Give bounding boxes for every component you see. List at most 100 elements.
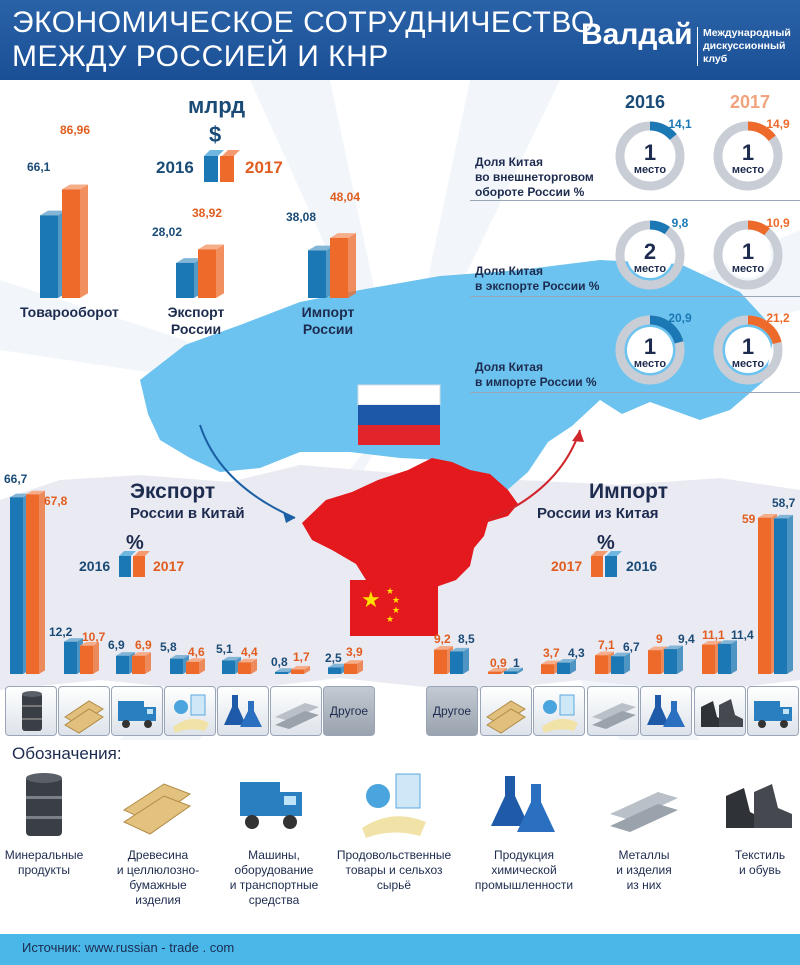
import-icon-other: Другое <box>426 686 478 736</box>
export-bar-mineral-2017 <box>26 490 45 674</box>
legend-label-food: Продовольственные товары и сельхоз сырьё <box>337 848 451 893</box>
import-icon-machines <box>747 686 799 736</box>
export-icon-food <box>164 686 216 736</box>
export-value-mineral-2016: 66,7 <box>4 472 28 486</box>
export-legend-2017: 2017 <box>153 558 185 574</box>
top-chart-currency: $ <box>209 122 222 147</box>
import-other-label: Другое <box>432 704 472 718</box>
export-bar-machines-2017 <box>132 652 151 674</box>
share-label-turnover: Доля Китая во внешнеторговом обороте Рос… <box>475 155 594 200</box>
import-icon-food <box>533 686 585 736</box>
legend-label-mineral-l2: продукты <box>17 863 71 877</box>
share-pct-turnover-2016: 14,1 <box>668 117 692 131</box>
page-title-line1: ЭКОНОМИЧЕСКОЕ СОТРУДНИЧЕСТВО <box>12 6 595 39</box>
brand-logo: Валдай <box>581 18 693 51</box>
legend-icon-textile <box>722 770 798 840</box>
brand-subtitle-line1: Международный <box>703 27 791 39</box>
import-title-line1: Импорт <box>589 480 668 503</box>
import-icon-chemical <box>640 686 692 736</box>
boots-icon <box>701 699 743 727</box>
export-icon-metals <box>270 686 322 736</box>
legend-icon-metals <box>606 770 682 840</box>
top-bar-export-2017 <box>198 244 224 298</box>
legend-icon-wood <box>120 770 196 840</box>
legend-label-wood-l1: Древесина <box>127 848 189 862</box>
legend-label-wood-l3: бумажные <box>129 878 187 892</box>
top-legend-2016: 2016 <box>156 158 194 177</box>
share-pct-import-2016: 20,9 <box>668 311 692 325</box>
russia-flag-icon <box>357 384 441 445</box>
export-bar-food-2017 <box>186 658 205 674</box>
import-bar-metals-2016 <box>611 652 630 674</box>
import-bar-textile-2016 <box>718 640 737 674</box>
share-rank-turnover-2017: 1 <box>742 140 754 165</box>
share-pct-export-2017: 10,9 <box>766 216 790 230</box>
top-category-import-line1: Импорт <box>301 304 355 320</box>
lumber-icon <box>486 700 526 734</box>
top-category-export: Экспорт России <box>168 304 225 338</box>
share-pct-import-2017: 21,2 <box>766 311 790 325</box>
export-value-machines-2017: 6,9 <box>135 638 152 652</box>
export-value-machines-2016: 6,9 <box>108 638 125 652</box>
truck-icon <box>240 782 302 829</box>
import-value-food-2016: 4,3 <box>568 646 585 660</box>
share-place-word-import-2017: место <box>732 358 764 370</box>
legend-label-chemical-l3: промышленности <box>474 878 574 892</box>
top-value-import-2016: 38,08 <box>286 210 317 224</box>
export-value-metals-2017: 1,7 <box>293 650 310 664</box>
header-bar <box>0 0 800 80</box>
import-arrow-head <box>572 430 584 442</box>
share-rank-export-2017: 1 <box>742 239 754 264</box>
legend-label-food-l2: товары и сельхоз <box>345 863 443 877</box>
export-arrow-head <box>283 512 295 523</box>
legend-label-wood-l2: и целлюлозно- <box>116 863 200 877</box>
export-bar-wood-2017 <box>80 642 99 674</box>
top-legend-swatch <box>204 150 240 182</box>
export-value-food-2016: 5,8 <box>160 640 177 654</box>
export-value-chemical-2017: 4,4 <box>241 645 258 659</box>
import-bar-chemical-2016 <box>664 645 683 674</box>
legend-label-machines-l3: и транспортные <box>229 878 319 892</box>
share-label-import: Доля Китая в импорте России % <box>475 360 597 390</box>
brand-subtitle: Международный дискуссионный клуб <box>697 27 800 66</box>
legend-label-metals-l1: Металлы <box>618 848 670 862</box>
svg-text:★: ★ <box>386 587 394 597</box>
legend-label-chemical-l2: химической <box>491 863 557 877</box>
share-divider-3 <box>470 392 800 393</box>
china-flag-icon: ★ ★ ★ ★ ★ <box>350 580 438 636</box>
export-value-mineral-2017: 67,8 <box>44 494 68 508</box>
import-icon-metals <box>587 686 639 736</box>
import-arrow <box>487 429 581 521</box>
share-label-export-l1: Доля Китая <box>475 264 543 278</box>
page-title-line2: МЕЖДУ РОССИЕЙ И КНР <box>12 40 389 73</box>
legend-icon-machines <box>236 770 312 840</box>
top-category-export-line1: Экспорт <box>167 304 225 320</box>
import-value-machines-2016: 58,7 <box>772 496 796 510</box>
food-icon <box>542 694 578 733</box>
import-legend-2016: 2016 <box>626 558 658 574</box>
share-divider-2 <box>470 296 800 297</box>
import-bar-wood-2017 <box>488 668 507 674</box>
export-title-line1: Экспорт <box>130 480 216 503</box>
oil-barrel-icon <box>26 773 62 836</box>
top-bar-turnover-2017 <box>62 184 88 298</box>
legend-label-food-l1: Продовольственные <box>336 848 452 862</box>
footer-bar <box>0 934 800 965</box>
export-value-food-2017: 4,6 <box>188 645 205 659</box>
export-bar-metals-2017 <box>291 665 310 674</box>
export-icon-other: Другое <box>323 686 375 736</box>
legend-icon-food <box>356 770 432 840</box>
svg-text:★: ★ <box>386 615 394 625</box>
legend-icon-chemical <box>487 770 563 840</box>
truck-icon <box>118 701 156 728</box>
lumber-icon <box>64 700 104 734</box>
svg-text:★: ★ <box>392 606 400 616</box>
import-value-metals-2017: 7,1 <box>598 638 615 652</box>
background-map: ★ ★ ★ ★ ★ <box>0 80 800 740</box>
share-donuts: 1место14,11место14,92место9,81место10,91… <box>615 117 790 385</box>
top-chart-unit: млрд <box>188 93 246 118</box>
import-value-other-2016: 8,5 <box>458 632 475 646</box>
